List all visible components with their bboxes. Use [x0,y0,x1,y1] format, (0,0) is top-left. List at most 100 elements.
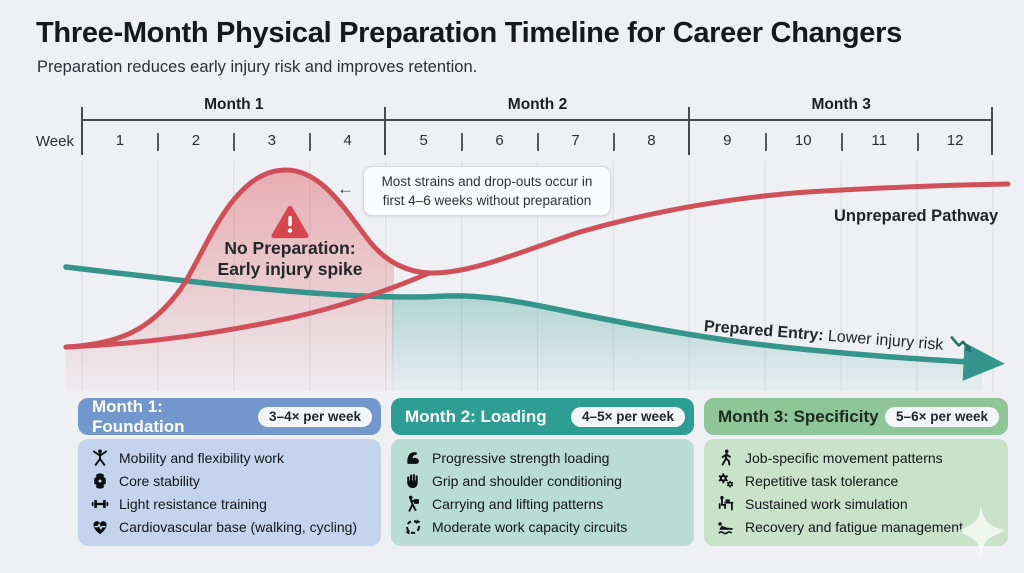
list-item: Grip and shoulder conditioning [404,472,686,490]
list-item-label: Carrying and lifting patterns [432,496,604,513]
week-number: 9 [723,132,732,149]
person-reclining-icon [718,522,733,535]
unprepared-pathway-label: Unprepared Pathway [834,207,999,225]
month-1-frequency-badge: 3–4× per week [258,406,372,427]
list-item-label: Recovery and fatigue management [745,519,963,536]
month-1-label: Month 1 [204,96,264,113]
person-stretching-icon [92,449,108,466]
month-3-frequency-badge: 5–6× per week [885,406,999,427]
week-number: 7 [571,132,580,149]
week-number: 10 [794,132,812,149]
week-separator-tick [765,133,767,151]
month-boundary-tick [688,107,690,155]
flexed-bicep-icon [407,451,419,464]
month-3-card: Month 3: Specificity 5–6× per week Job-s… [704,398,1008,546]
prepared-entry-label-rest: Lower injury risk [822,327,944,354]
week-separator-tick [917,133,919,151]
list-item-label: Cardiovascular base (walking, cycling) [119,519,358,536]
person-carrying-icon [408,495,419,512]
prepared-entry-label: Prepared Entry: Lower injury risk [703,315,976,357]
list-item: Sustained work simulation [717,495,1000,513]
unprepared-baseline-curve [63,271,431,350]
prepared-entry-label-bold: Prepared Entry: [703,318,825,345]
month-2-frequency-badge: 4–5× per week [571,406,685,427]
month-2-card-body: Progressive strength loading Grip and sh… [391,439,694,546]
month-1-card: Month 1: Foundation 3–4× per week Mobili… [78,396,381,546]
month-3-card-header: Month 3: Specificity 5–6× per week [704,398,1008,435]
week-separator-tick [461,133,463,151]
timeline-axis-line [82,119,993,121]
week-axis-label: Week [35,133,74,150]
prepared-curve [63,264,1005,381]
list-item: Light resistance training [91,495,373,513]
list-item-label: Grip and shoulder conditioning [432,472,622,489]
list-item: Mobility and flexibility work [91,449,373,467]
list-item: Progressive strength loading [404,449,686,467]
week-number: 8 [647,132,656,149]
month-2-card-header: Month 2: Loading 4–5× per week [391,398,694,435]
list-item-label: Repetitive task tolerance [745,472,899,489]
month-labels-row: Month 1 Month 2 Month 3 [82,96,993,114]
callout-arrow-icon: ← [337,179,354,198]
month-2-card: Month 2: Loading 4–5× per week Progressi… [391,398,694,546]
month-1-card-body: Mobility and flexibility work Core stabi… [78,439,381,546]
person-walking-icon [721,449,731,466]
list-item: Moderate work capacity circuits [404,518,686,536]
sparkle-watermark-icon [956,504,1006,558]
spike-annotation: No Preparation: Early injury spike [175,238,405,280]
week-separator-tick [537,133,539,151]
circuit-loop-icon [405,519,421,535]
week-number: 12 [946,132,964,149]
month-1-card-title: Month 1: Foundation [92,396,185,436]
zigzag-down-arrow-icon [950,336,973,353]
dumbbell-icon [91,499,109,509]
spike-annotation-line2: Early injury spike [217,259,363,279]
gears-icon [718,473,734,488]
month-3-card-title: Month 3: Specificity [718,406,879,426]
month-boundary-tick [991,107,993,155]
month-3-card-body: Job-specific movement patterns Repetitiv… [704,439,1008,546]
month-2-label: Month 2 [507,96,568,113]
injury-spike-area [66,169,394,391]
week-number: 3 [267,132,276,149]
person-at-desk-icon [718,496,734,511]
week-separator-tick [309,133,311,151]
week-number: 11 [871,132,887,149]
list-item-label: Job-specific movement patterns [745,449,943,466]
list-item: Job-specific movement patterns [717,449,1000,467]
callout-line2: first 4–6 weeks without preparation [382,193,592,208]
core-torso-icon [93,473,107,489]
page-title: Three-Month Physical Preparation Timelin… [36,17,902,49]
list-item: Core stability [91,472,373,490]
week-numbers-row: 1 2 3 4 5 6 7 8 9 10 11 12 [82,132,993,149]
page-subtitle: Preparation reduces early injury risk an… [37,58,478,76]
week-number: 5 [419,132,428,149]
week-separator-tick [157,133,159,151]
week-number: 1 [115,132,125,149]
week-separator-tick [613,133,615,151]
week-separator-tick [233,133,235,151]
month-boundary-tick [384,107,386,155]
week-separator-tick [841,133,843,151]
month-3-label: Month 3 [811,96,871,113]
callout-line1: Most strains and drop-outs occur in [381,174,593,189]
list-item: Cardiovascular base (walking, cycling) [91,518,373,536]
month-2-card-title: Month 2: Loading [405,406,547,426]
hand-grip-icon [407,473,418,488]
list-item-label: Moderate work capacity circuits [432,519,628,536]
week-number: 4 [343,132,352,149]
week-number: 2 [191,132,201,149]
spike-annotation-line1: No Preparation: [224,238,356,258]
month-boundary-tick [81,107,83,155]
list-item-label: Core stability [119,472,200,489]
list-item: Recovery and fatigue management [717,518,1000,536]
list-item: Carrying and lifting patterns [404,495,686,513]
week-number: 6 [495,132,504,149]
list-item-label: Light resistance training [119,496,267,513]
heart-pulse-icon [93,521,107,535]
strains-callout: Most strains and drop-outs occur in firs… [363,166,611,216]
warning-triangle-icon [271,205,309,239]
list-item-label: Progressive strength loading [432,449,610,466]
month-1-card-header: Month 1: Foundation 3–4× per week [78,396,381,436]
